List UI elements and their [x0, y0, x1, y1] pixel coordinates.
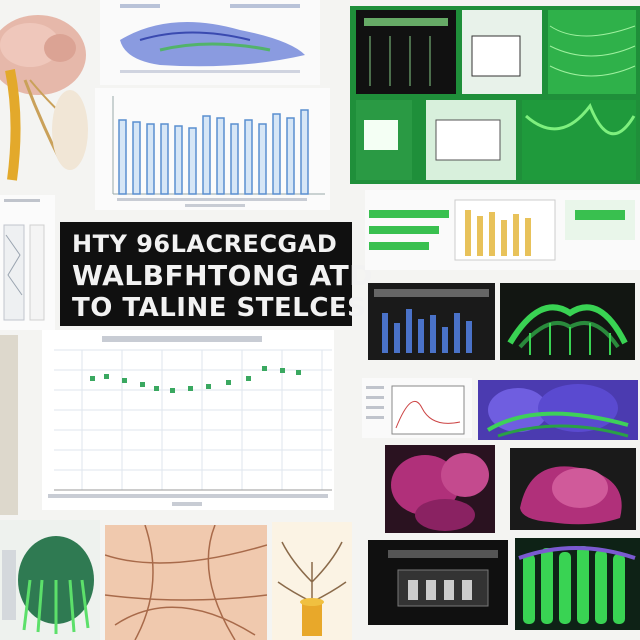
- scatter-grid-chart: [42, 330, 334, 510]
- brain-anatomy-illustration: [0, 0, 90, 190]
- title-line-3: TO TALINE STELCES: [72, 293, 367, 323]
- golden-plant-illustration: [272, 522, 352, 640]
- green-anatomy-bottom-left: [0, 520, 100, 640]
- line-plot-thumbnail: [362, 378, 472, 438]
- green-columns-render: [515, 538, 640, 630]
- magenta-organic-right: [510, 448, 636, 530]
- purple-coral-sculpture: [478, 380, 638, 440]
- poster-title: HTY 96LACRECGAD WALBFHTONG ATD TO TALINE…: [60, 222, 373, 326]
- vein-drawing: [105, 525, 267, 640]
- green-charts-strip: [365, 190, 640, 270]
- dark-green-structure-screen: [500, 283, 635, 360]
- title-line-1: HTY 96LACRECGAD: [72, 230, 338, 258]
- dark-bar-screen: [368, 283, 495, 360]
- left-document-strip: [0, 195, 55, 330]
- blue-bar-chart: [95, 88, 330, 210]
- software-screens-panel: [350, 6, 640, 184]
- magenta-organic-left: [385, 445, 495, 533]
- title-line-2: WALBFHTONG ATD: [72, 259, 373, 292]
- left-sliver-image: [0, 335, 18, 515]
- dark-machine-screen: [368, 540, 508, 625]
- blue-structure-model: [100, 0, 320, 85]
